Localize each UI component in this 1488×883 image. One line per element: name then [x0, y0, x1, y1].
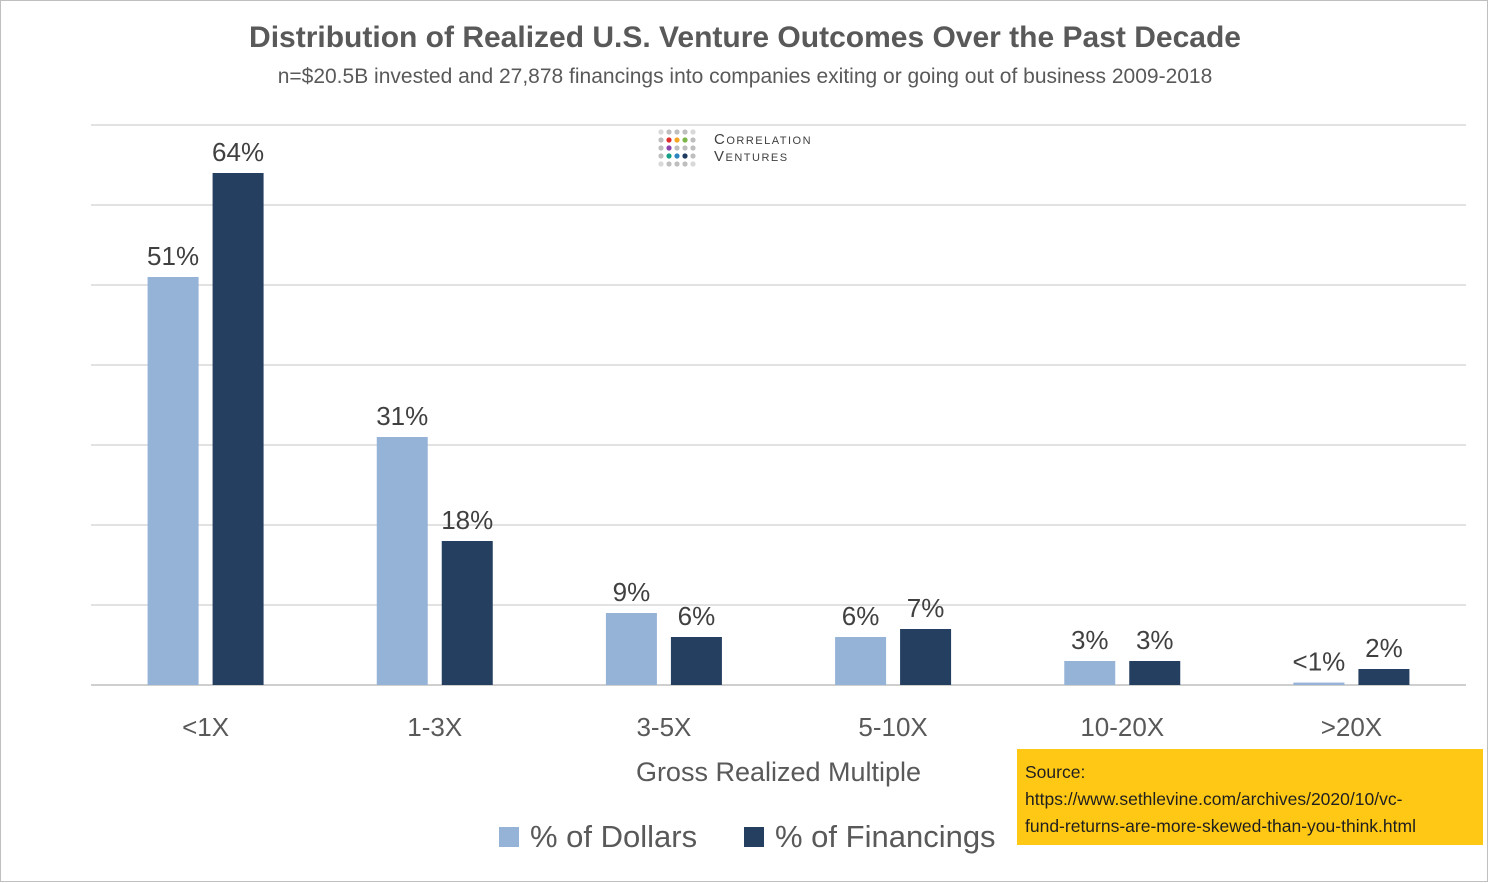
- bar: [835, 637, 887, 685]
- legend-swatch: [744, 827, 764, 847]
- logo-dot: [658, 161, 664, 167]
- bar: [1293, 682, 1345, 685]
- logo-dot: [658, 145, 664, 151]
- logo-dot: [690, 129, 696, 135]
- correlation-ventures-logo: Correlation Ventures: [657, 128, 857, 168]
- data-label: 18%: [441, 505, 493, 535]
- bar: [147, 277, 199, 685]
- logo-dot: [682, 153, 688, 159]
- bar: [376, 437, 428, 685]
- legend-swatch: [499, 827, 519, 847]
- data-label: 2%: [1365, 633, 1403, 663]
- legend-label: % of Dollars: [530, 819, 697, 854]
- x-tick-label: 10-20X: [1080, 712, 1164, 742]
- logo-dot: [690, 145, 696, 151]
- data-label: 9%: [613, 577, 651, 607]
- x-tick-label: >20X: [1321, 712, 1382, 742]
- bar: [212, 173, 264, 685]
- logo-dot: [666, 161, 672, 167]
- logo-text: Correlation Ventures: [714, 131, 812, 165]
- logo-line-1: Correlation: [714, 131, 813, 148]
- source-url-line-2[interactable]: fund-returns-are-more-skewed-than-you-th…: [1025, 816, 1416, 836]
- source-label: Source:: [1025, 762, 1086, 782]
- x-tick-label: <1X: [182, 712, 229, 742]
- bar: [1064, 661, 1116, 685]
- x-tick-label: 3-5X: [636, 712, 691, 742]
- logo-dot: [682, 137, 688, 143]
- logo-dot: [658, 129, 664, 135]
- bar: [441, 541, 493, 685]
- data-label: 3%: [1136, 625, 1174, 655]
- data-label: 51%: [147, 241, 199, 271]
- chart-title: Distribution of Realized U.S. Venture Ou…: [249, 21, 1241, 54]
- bar: [670, 637, 722, 685]
- chart-subtitle: n=$20.5B invested and 27,878 financings …: [277, 65, 1213, 88]
- x-tick-label: 1-3X: [407, 712, 462, 742]
- bar: [605, 613, 657, 685]
- logo-dot: [682, 129, 688, 135]
- logo-dot: [666, 137, 672, 143]
- logo-dot: [674, 129, 680, 135]
- logo-dot: [674, 153, 680, 159]
- logo-dot: [674, 137, 680, 143]
- logo-dot: [666, 129, 672, 135]
- logo-dot: [690, 161, 696, 167]
- logo-dot: [658, 137, 664, 143]
- logo-dot: [682, 161, 688, 167]
- x-axis-title: Gross Realized Multiple: [636, 757, 921, 787]
- source-url-line-1[interactable]: https://www.sethlevine.com/archives/2020…: [1025, 789, 1403, 809]
- logo-dot: [674, 145, 680, 151]
- data-label: 64%: [212, 137, 264, 167]
- logo-dot-grid-icon: [658, 129, 696, 167]
- data-label: 3%: [1071, 625, 1109, 655]
- logo-dot: [690, 153, 696, 159]
- bar: [900, 629, 952, 685]
- data-label: <1%: [1293, 647, 1346, 677]
- bar: [1358, 669, 1410, 685]
- data-label: 6%: [842, 601, 880, 631]
- logo-dot: [666, 145, 672, 151]
- logo-dot: [690, 137, 696, 143]
- logo-line-2: Ventures: [714, 148, 789, 165]
- data-label: 31%: [376, 401, 428, 431]
- source-note: Source: https://www.sethlevine.com/archi…: [1017, 749, 1483, 845]
- logo-dot: [666, 153, 672, 159]
- data-label: 7%: [907, 593, 945, 623]
- logo-dot: [674, 161, 680, 167]
- logo-dot: [658, 153, 664, 159]
- logo-dot: [682, 145, 688, 151]
- data-label: 6%: [678, 601, 716, 631]
- legend-label: % of Financings: [775, 819, 996, 854]
- bar: [1129, 661, 1181, 685]
- x-tick-label: 5-10X: [858, 712, 927, 742]
